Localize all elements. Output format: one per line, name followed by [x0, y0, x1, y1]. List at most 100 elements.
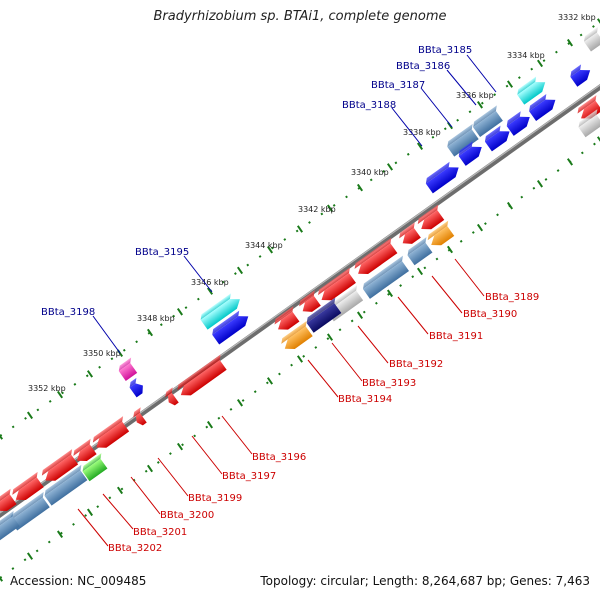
major-tick [176, 308, 184, 316]
gene-arrow[interactable] [272, 306, 302, 334]
gene-arrow-body [118, 363, 138, 381]
gene-label-bbta-3189[interactable]: BBta_3189 [485, 292, 539, 303]
gene-arrow[interactable] [425, 220, 457, 250]
gene-arrow-top [517, 76, 537, 95]
gene-arrow[interactable] [210, 308, 252, 345]
gene-label-bbta-3198[interactable]: BBta_3198 [41, 307, 95, 318]
gene-arrow-body [45, 454, 79, 481]
gene-label-bbta-3201[interactable]: BBta_3201 [133, 527, 187, 538]
major-tick [536, 180, 544, 188]
gene-arrow-body [10, 497, 50, 531]
gene-arrow[interactable] [8, 491, 53, 531]
gene-arrow[interactable] [304, 297, 344, 333]
gene-arrow-top [306, 297, 336, 323]
gene-arrow-body [44, 470, 88, 506]
gene-label-bbta-3197[interactable]: BBta_3197 [222, 471, 276, 482]
gene-arrow[interactable] [405, 237, 435, 266]
gene-arrow[interactable] [0, 510, 23, 544]
gene-label-bbta-3185[interactable]: BBta_3185 [418, 45, 472, 56]
gene-label-bbta-3192[interactable]: BBta_3192 [389, 359, 443, 370]
gene-arrow-body [421, 210, 445, 230]
gene-arrow-top [0, 488, 11, 506]
gene-arrow-body [506, 116, 530, 136]
kbp-label-3352: 3352 kbp [28, 384, 66, 393]
gene-arrow[interactable] [279, 320, 316, 354]
gene-arrow[interactable] [504, 109, 533, 136]
gene-arrow[interactable] [576, 109, 600, 138]
gene-arrow-top [212, 310, 240, 335]
major-tick [86, 370, 94, 378]
gene-arrow[interactable] [297, 290, 324, 316]
major-tick [236, 266, 244, 275]
gene-arrow[interactable] [198, 291, 243, 330]
gene-arrow[interactable] [163, 387, 182, 407]
gene-arrow-body [129, 383, 143, 398]
gene-arrow-body [306, 303, 342, 333]
gene-label-bbta-3195[interactable]: BBta_3195 [135, 247, 189, 258]
gene-arrow-body [76, 444, 97, 462]
gene-arrow[interactable] [91, 416, 133, 452]
gene-arrow-top [584, 26, 598, 42]
gene-arrow[interactable] [175, 354, 230, 400]
gene-label-bbta-3196[interactable]: BBta_3196 [252, 452, 306, 463]
gene-arrow[interactable] [116, 357, 140, 381]
gene-arrow-body [180, 360, 227, 396]
gene-arrow[interactable] [415, 204, 447, 234]
gene-label-bbta-3187[interactable]: BBta_3187 [371, 80, 425, 91]
gene-arrow[interactable] [10, 471, 47, 505]
gene-label-bbta-3200[interactable]: BBta_3200 [160, 510, 214, 521]
major-tick [26, 411, 34, 420]
gene-label-bbta-3191[interactable]: BBta_3191 [429, 331, 483, 342]
gene-label-bbta-3202[interactable]: BBta_3202 [108, 543, 162, 554]
genome-title: Bradyrhizobium sp. BTAi1, complete genom… [153, 9, 447, 24]
gene-arrow[interactable] [71, 438, 100, 466]
gene-arrow-top [165, 387, 173, 398]
major-tick [326, 333, 334, 341]
gene-arrow-body [517, 82, 546, 105]
gene-arrow[interactable] [527, 92, 559, 122]
gene-arrow[interactable] [456, 139, 485, 166]
major-tick [0, 576, 4, 582]
gene-label-bbta-3188[interactable]: BBta_3188 [342, 100, 396, 111]
gene-arrow[interactable] [575, 95, 600, 123]
forward-tick-track [0, 21, 600, 437]
gene-arrow[interactable] [352, 237, 400, 279]
gene-arrow[interactable] [40, 449, 82, 485]
gene-arrow-body [581, 100, 600, 119]
gene-arrow[interactable] [568, 62, 594, 87]
gene-arrow[interactable] [515, 74, 549, 105]
major-tick [116, 486, 124, 495]
gene-label-bbta-3190[interactable]: BBta_3190 [463, 309, 517, 320]
gene-arrow-top [354, 237, 392, 269]
gene-arrow-top [73, 438, 91, 456]
gene-arrow[interactable] [424, 159, 463, 194]
gene-arrow-body [15, 477, 44, 500]
gene-arrow-body [431, 226, 455, 246]
gene-arrow[interactable] [80, 453, 110, 482]
gene-arrow[interactable] [361, 255, 413, 299]
gene-arrow[interactable] [131, 407, 150, 427]
gene-arrow-top [529, 94, 547, 112]
gene-arrow[interactable] [483, 123, 513, 152]
gene-arrow[interactable] [471, 105, 506, 138]
major-tick [146, 328, 154, 337]
gene-label-bbta-3193[interactable]: BBta_3193 [362, 378, 416, 389]
gene-arrow[interactable] [0, 488, 20, 516]
gene-label-bbta-3199[interactable]: BBta_3199 [188, 493, 242, 504]
gene-arrow[interactable] [582, 26, 600, 52]
gene-arrow[interactable] [42, 464, 90, 506]
gene-arrow[interactable] [316, 267, 359, 305]
kbp-label-3344: 3344 kbp [245, 241, 283, 250]
genome-backbone-highlight [0, 84, 600, 514]
gene-arrow[interactable] [127, 377, 146, 398]
gene-arrow[interactable] [397, 222, 424, 248]
major-tick [56, 530, 64, 538]
gene-arrow-top [399, 222, 415, 239]
gene-label-bbta-3186[interactable]: BBta_3186 [396, 61, 450, 72]
kbp-label-3336: 3336 kbp [456, 91, 494, 100]
gene-arrow-top [473, 105, 497, 128]
gene-arrow[interactable] [445, 123, 482, 157]
gene-arrow-top [299, 290, 315, 307]
gene-label-bbta-3194[interactable]: BBta_3194 [338, 394, 392, 405]
gene-features [0, 26, 600, 544]
